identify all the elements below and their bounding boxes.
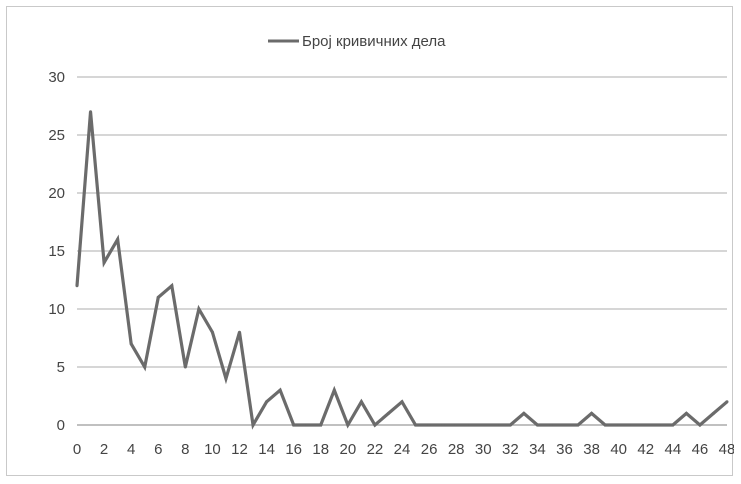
data-point — [468, 423, 472, 427]
x-tick-label: 10 — [204, 441, 221, 458]
data-point — [563, 423, 566, 427]
data-point — [197, 307, 201, 311]
series-line-0 — [75, 111, 729, 430]
x-tick-label: 30 — [475, 441, 492, 458]
data-point — [427, 423, 431, 427]
data-point — [441, 423, 445, 427]
x-tick-label: 28 — [448, 441, 465, 458]
y-tick-label: 30 — [48, 69, 65, 86]
x-tick-label: 26 — [421, 441, 438, 458]
data-point — [292, 423, 296, 427]
data-point — [549, 423, 553, 427]
data-point — [386, 411, 390, 415]
x-tick-label: 0 — [73, 441, 81, 458]
data-point — [495, 423, 499, 427]
data-point — [75, 284, 79, 288]
x-tick-label: 44 — [664, 441, 681, 458]
x-tick-label: 40 — [610, 441, 627, 458]
x-tick-label: 42 — [637, 441, 654, 458]
x-tick-label: 20 — [339, 441, 356, 458]
data-point — [698, 423, 702, 427]
x-tick-label: 16 — [285, 441, 302, 458]
data-point — [183, 365, 187, 369]
data-point — [224, 377, 228, 381]
x-tick-label: 24 — [394, 441, 411, 458]
data-point — [265, 400, 269, 404]
data-point — [373, 423, 377, 427]
data-point — [657, 423, 661, 427]
data-point — [170, 284, 174, 288]
x-tick-label: 48 — [719, 441, 734, 458]
data-point — [346, 423, 350, 427]
data-point — [522, 411, 526, 415]
data-point — [684, 411, 688, 415]
data-point — [156, 295, 160, 299]
x-tick-label: 36 — [556, 441, 573, 458]
data-point — [454, 423, 458, 427]
data-point — [725, 400, 729, 404]
x-tick-label: 38 — [583, 441, 600, 458]
chart-frame: 0 5 10 15 20 25 30 0 2 4 6 8 10 12 14 16 18 20 22 24 26 28 30… — [6, 6, 734, 476]
x-tick-label: 2 — [100, 441, 108, 458]
x-tick-label: 46 — [692, 441, 709, 458]
x-tick-label: 4 — [127, 441, 135, 458]
data-point — [414, 423, 418, 427]
data-point — [603, 423, 607, 427]
data-point — [143, 365, 147, 369]
data-point — [671, 423, 675, 427]
data-point — [102, 261, 106, 265]
y-tick-label: 5 — [57, 359, 65, 376]
data-point — [617, 423, 621, 427]
data-point — [644, 423, 648, 427]
y-tick-label: 0 — [57, 417, 65, 434]
x-tick-label: 22 — [367, 441, 384, 458]
grid-lines — [77, 76, 727, 368]
x-tick-label: 6 — [154, 441, 162, 458]
x-tick-label: 34 — [529, 441, 546, 458]
data-point — [251, 423, 255, 427]
y-tick-label: 10 — [48, 301, 65, 318]
data-point — [89, 110, 93, 114]
data-point — [590, 411, 594, 415]
y-tick-label: 15 — [48, 243, 65, 260]
data-point — [630, 423, 634, 427]
data-point — [711, 411, 715, 415]
data-point — [535, 423, 539, 427]
x-tick-label: 8 — [181, 441, 189, 458]
x-tick-label: 18 — [312, 441, 329, 458]
data-point — [129, 342, 133, 346]
data-point — [481, 423, 485, 427]
data-point — [576, 423, 580, 427]
data-point — [359, 400, 363, 404]
x-tick-labels: 0 2 4 6 8 10 12 14 16 18 20 22 24 26 28 30 32 34 36 38 40 42 4… — [73, 441, 734, 458]
y-tick-label: 25 — [48, 127, 65, 144]
data-point — [305, 423, 309, 427]
data-point — [238, 330, 241, 334]
legend: Број кривичних дела — [268, 33, 446, 50]
y-tick-labels: 0 5 10 15 20 25 30 — [48, 69, 65, 434]
data-point — [116, 237, 120, 241]
y-tick-label: 20 — [48, 185, 65, 202]
data-point — [508, 423, 512, 427]
series-layer — [75, 110, 729, 430]
legend-label: Број кривичних дела — [302, 33, 446, 50]
data-point — [319, 423, 323, 427]
data-point — [332, 388, 336, 392]
data-point — [278, 388, 282, 392]
data-point — [400, 400, 404, 404]
data-point — [210, 330, 214, 334]
x-tick-label: 32 — [502, 441, 519, 458]
x-tick-label: 12 — [231, 441, 248, 458]
x-tick-label: 14 — [258, 441, 275, 458]
